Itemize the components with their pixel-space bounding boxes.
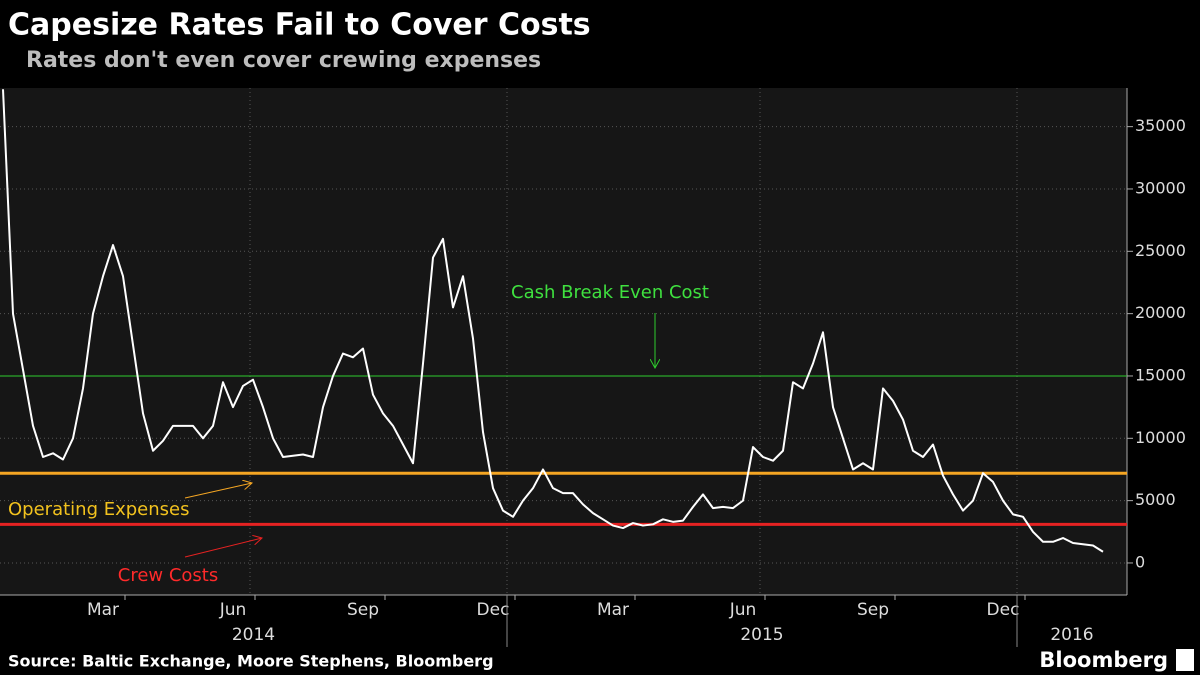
x-tick-label: Dec [987,600,1020,620]
x-tick-label: Mar [87,600,119,620]
y-tick-label: 15000 [1135,365,1186,384]
annotation-arrow [184,483,252,499]
y-tick-label: 35000 [1135,116,1186,135]
y-tick-label: 25000 [1135,241,1186,260]
y-tick-label: 10000 [1135,428,1186,447]
year-label: 2015 [740,625,783,645]
reference-label: Crew Costs [118,565,219,586]
brand: Bloomberg [1039,648,1168,672]
x-tick-label: Sep [857,600,889,620]
source-note: Source: Baltic Exchange, Moore Stephens,… [8,652,494,671]
chart-title: Capesize Rates Fail to Cover Costs [8,8,591,43]
annotation-arrow [184,538,262,558]
x-tick-label: Jun [729,600,757,620]
chart-subtitle: Rates don't even cover crewing expenses [26,48,541,73]
y-tick-label: 5000 [1135,490,1176,509]
x-tick-label: Mar [597,600,629,620]
brand-icon [1176,649,1194,671]
reference-label: Operating Expenses [8,499,189,520]
y-tick-label: 30000 [1135,178,1186,197]
x-tick-label: Dec [477,600,510,620]
reference-label: Cash Break Even Cost [511,282,709,303]
y-tick-label: 0 [1135,552,1145,571]
x-tick-label: Jun [219,600,247,620]
x-tick-label: Sep [347,600,379,620]
data-line [2,89,1104,553]
year-label: 2014 [232,625,275,645]
year-label: 2016 [1050,625,1093,645]
plot-area [0,88,1127,595]
y-tick-label: 20000 [1135,303,1186,322]
